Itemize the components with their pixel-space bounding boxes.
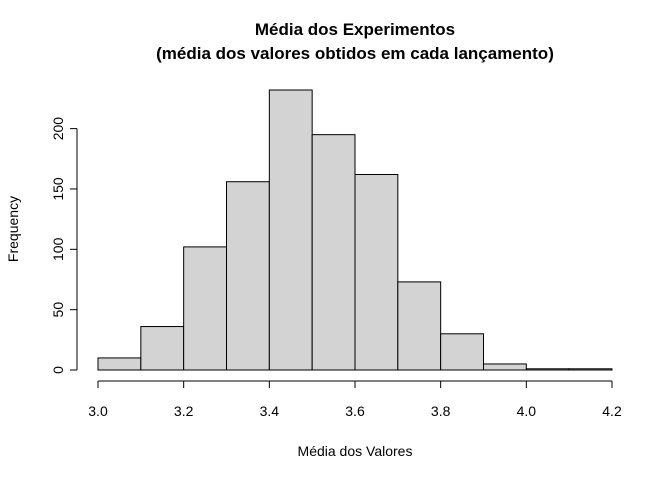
- x-tick-label: 4.0: [517, 403, 537, 419]
- y-tick-label: 150: [50, 177, 66, 201]
- histogram-bar-4: [268, 89, 313, 371]
- x-tick-label: 3.2: [174, 403, 194, 419]
- histogram-bar-7: [397, 281, 442, 371]
- bars-group: [97, 89, 613, 371]
- histogram-bar-6: [354, 173, 399, 371]
- histogram-bar-8: [440, 333, 484, 371]
- histogram-bar-10: [525, 368, 570, 371]
- histogram-bar-3: [226, 181, 270, 371]
- y-axis: 0 50 100 150 200: [50, 117, 78, 374]
- histogram-bar-9: [483, 363, 527, 371]
- x-tick-label: 3.0: [88, 403, 108, 419]
- x-axis-label: Média dos Valores: [298, 443, 413, 459]
- x-tick-label: 4.2: [602, 403, 622, 419]
- y-tick-label: 200: [50, 117, 66, 141]
- histogram-bar-5: [311, 134, 356, 371]
- histogram-bar-11: [568, 368, 613, 371]
- histogram-bar-0: [97, 357, 142, 371]
- y-tick-label: 50: [50, 302, 66, 318]
- chart-subtitle: (média dos valores obtidos em cada lança…: [156, 44, 554, 63]
- x-tick-label: 3.4: [260, 403, 280, 419]
- y-tick-label: 0: [50, 366, 66, 374]
- x-tick-label: 3.6: [345, 403, 365, 419]
- x-axis: 3.0 3.2 3.4 3.6 3.8 4.0 4.2: [88, 380, 622, 419]
- y-tick-label: 100: [50, 237, 66, 261]
- y-axis-label: Frequency: [5, 196, 21, 262]
- histogram-bar-2: [183, 246, 228, 371]
- histogram-bar-1: [140, 326, 185, 371]
- x-tick-label: 3.8: [431, 403, 451, 419]
- chart-title: Média dos Experimentos: [255, 20, 455, 39]
